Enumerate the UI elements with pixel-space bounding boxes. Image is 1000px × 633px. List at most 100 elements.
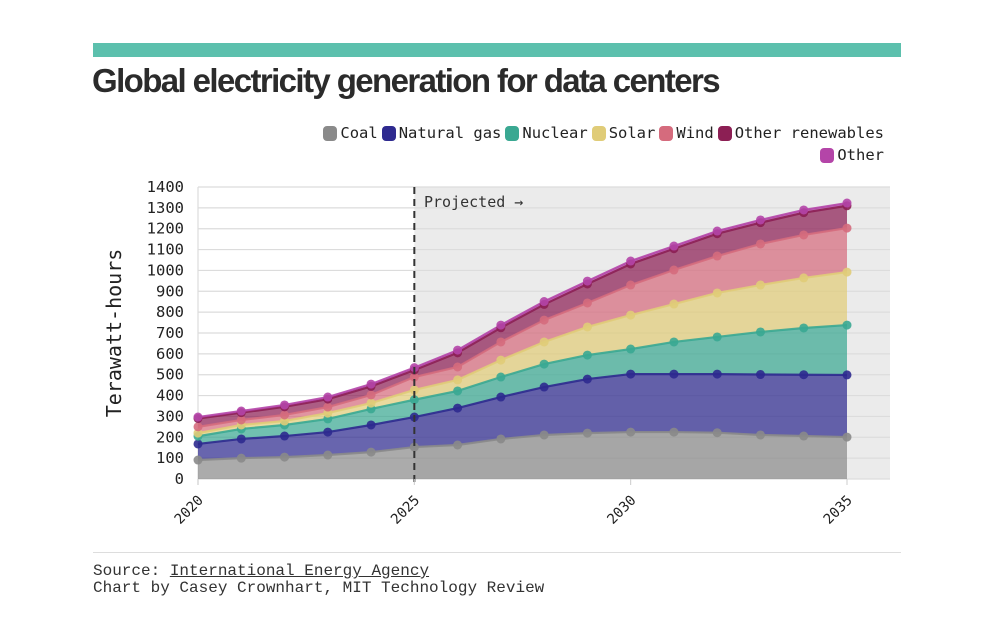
footer-divider bbox=[93, 552, 901, 553]
data-point bbox=[755, 239, 765, 249]
y-axis-title: Terawatt-hours bbox=[102, 249, 126, 418]
data-point bbox=[669, 427, 679, 437]
data-point bbox=[626, 369, 636, 379]
source-link[interactable]: International Energy Agency bbox=[169, 562, 430, 580]
data-point bbox=[712, 251, 722, 261]
data-point bbox=[669, 265, 679, 275]
legend-item-wind: Wind bbox=[659, 124, 714, 143]
data-point bbox=[453, 375, 463, 385]
data-point bbox=[496, 392, 506, 402]
data-point bbox=[626, 280, 636, 290]
data-point bbox=[712, 288, 722, 298]
accent-bar bbox=[93, 43, 901, 57]
x-tick-label: 2030 bbox=[604, 493, 639, 528]
x-tick-label: 2025 bbox=[388, 493, 423, 528]
data-point bbox=[799, 370, 809, 380]
data-point bbox=[669, 241, 679, 251]
data-point bbox=[193, 428, 203, 438]
data-point bbox=[842, 267, 852, 277]
y-tick-label: 1200 bbox=[147, 220, 184, 238]
data-point bbox=[280, 431, 290, 441]
data-point bbox=[582, 374, 592, 384]
source-prefix: Source: bbox=[93, 562, 170, 580]
data-point bbox=[755, 215, 765, 225]
legend-swatch bbox=[717, 126, 732, 141]
y-tick-label: 400 bbox=[156, 387, 184, 405]
legend-label: Coal bbox=[340, 124, 378, 142]
legend-swatch bbox=[659, 126, 674, 141]
data-point bbox=[280, 452, 290, 462]
chart-credit: Chart by Casey Crownhart, MIT Technology… bbox=[93, 579, 545, 597]
data-point bbox=[453, 440, 463, 450]
data-point bbox=[712, 332, 722, 342]
data-point bbox=[712, 226, 722, 236]
data-point bbox=[453, 362, 463, 372]
data-point bbox=[626, 256, 636, 266]
projected-annotation: Projected → bbox=[424, 193, 523, 211]
legend-swatch bbox=[591, 126, 606, 141]
legend-item-other-renewables: Other renewables bbox=[717, 124, 884, 143]
y-tick-label: 200 bbox=[156, 428, 184, 446]
data-point bbox=[582, 350, 592, 360]
legend-swatch bbox=[820, 148, 835, 163]
y-tick-label: 500 bbox=[156, 366, 184, 384]
legend-swatch bbox=[323, 126, 338, 141]
data-point bbox=[799, 205, 809, 215]
legend-label: Wind bbox=[676, 124, 714, 142]
data-point bbox=[539, 430, 549, 440]
y-tick-label: 1000 bbox=[147, 261, 184, 279]
y-tick-label: 600 bbox=[156, 345, 184, 363]
legend-item-coal: Coal bbox=[323, 124, 378, 143]
y-tick-label: 800 bbox=[156, 303, 184, 321]
legend-item-natural-gas: Natural gas bbox=[381, 124, 501, 143]
legend-swatch bbox=[381, 126, 396, 141]
data-point bbox=[582, 428, 592, 438]
y-tick-label: 100 bbox=[156, 449, 184, 467]
data-point bbox=[626, 427, 636, 437]
data-point bbox=[755, 370, 765, 380]
data-point bbox=[409, 395, 419, 405]
data-point bbox=[539, 359, 549, 369]
data-point bbox=[799, 230, 809, 240]
y-tick-label: 1400 bbox=[147, 178, 184, 196]
data-point bbox=[323, 450, 333, 460]
legend-item-other: Other bbox=[820, 146, 884, 165]
data-point bbox=[236, 406, 246, 416]
data-point bbox=[280, 410, 290, 420]
line-other-renewables bbox=[197, 204, 848, 420]
data-point bbox=[366, 379, 376, 389]
y-tick-label: 300 bbox=[156, 407, 184, 425]
data-point bbox=[496, 434, 506, 444]
data-point bbox=[366, 398, 376, 408]
data-point bbox=[453, 386, 463, 396]
line-solar bbox=[197, 271, 848, 435]
data-point bbox=[193, 422, 203, 432]
y-tick-label: 900 bbox=[156, 282, 184, 300]
legend-label: Other renewables bbox=[734, 124, 884, 142]
area-coal bbox=[198, 432, 847, 479]
x-tick-label: 2020 bbox=[172, 493, 207, 528]
data-point bbox=[669, 337, 679, 347]
data-point bbox=[539, 382, 549, 392]
data-point bbox=[799, 431, 809, 441]
data-point bbox=[453, 345, 463, 355]
legend-item-nuclear: Nuclear bbox=[505, 124, 588, 143]
data-point bbox=[323, 392, 333, 402]
data-point bbox=[712, 369, 722, 379]
data-point bbox=[799, 323, 809, 333]
data-point bbox=[842, 370, 852, 380]
data-point bbox=[409, 372, 419, 382]
chart-legend: Coal Natural gas Nuclear Solar Wind Other ren… bbox=[124, 124, 884, 168]
data-point bbox=[539, 337, 549, 347]
data-point bbox=[755, 280, 765, 290]
data-point bbox=[712, 428, 722, 438]
line-wind bbox=[197, 227, 848, 428]
data-point bbox=[842, 198, 852, 208]
data-point bbox=[626, 344, 636, 354]
legend-item-solar: Solar bbox=[591, 124, 655, 143]
data-point bbox=[582, 298, 592, 308]
area-wind bbox=[198, 228, 847, 434]
y-tick-label: 700 bbox=[156, 324, 184, 342]
data-point bbox=[453, 403, 463, 413]
data-point bbox=[409, 385, 419, 395]
